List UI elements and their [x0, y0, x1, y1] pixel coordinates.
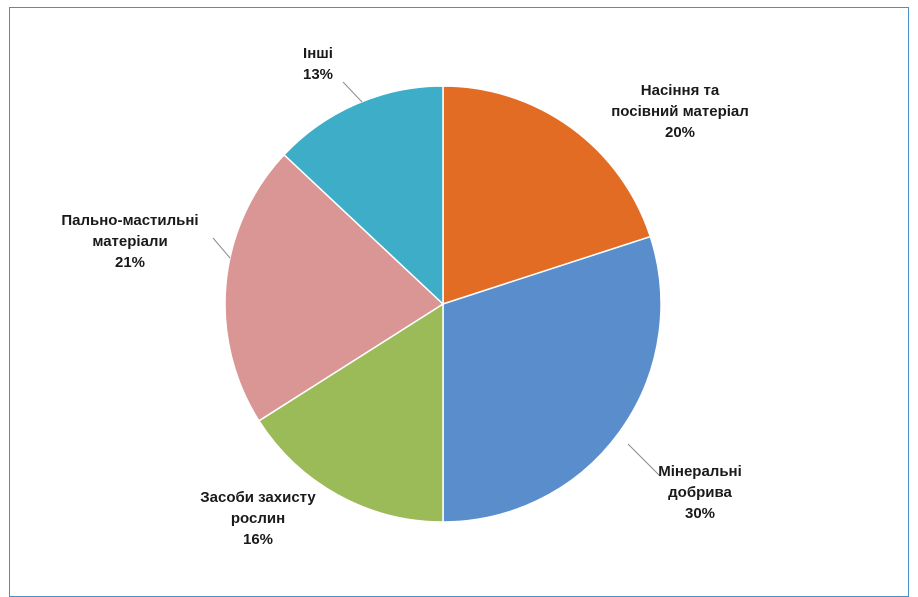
leader-lines: [212, 81, 661, 477]
pie-slices: [224, 85, 662, 523]
label-other: Інші 13%: [303, 45, 333, 83]
leader-line: [342, 81, 363, 103]
slice-fuel-lubricants: [224, 153, 445, 422]
slice-label-line: Інші: [303, 45, 333, 62]
slice-percent: 20%: [665, 124, 695, 141]
slice-mineral-fertilizers: [442, 235, 662, 523]
slice-percent: 16%: [243, 531, 273, 548]
slice-label-line: Насіння та: [641, 82, 720, 99]
slice-label-line: посівний матеріал: [611, 103, 749, 120]
slice-label-line: Засоби захисту: [200, 489, 316, 506]
slice-other: [283, 85, 444, 306]
slice-label-line: Мінеральні: [658, 463, 742, 480]
pie-chart: Насіння та посівний матеріал 20% Мінеральні…: [61, 45, 748, 548]
slice-percent: 21%: [115, 254, 145, 271]
slice-label-line: рослин: [231, 510, 285, 527]
slice-label-line: Пально-мастильні: [61, 212, 198, 229]
slice-labels: Насіння та посівний матеріал 20% Мінеральні…: [61, 45, 748, 548]
slice-seeds: [442, 85, 652, 306]
slice-percent: 30%: [685, 505, 715, 522]
label-plant-protection: Засоби захисту рослин 16%: [200, 489, 316, 548]
label-seeds: Насіння та посівний матеріал 20%: [611, 82, 749, 141]
label-mineral-fertilizers: Мінеральні добрива 30%: [658, 463, 742, 522]
leader-line: [627, 443, 661, 477]
leader-line: [212, 237, 231, 259]
slice-plant-protection: [257, 302, 444, 523]
slice-label-line: матеріали: [92, 233, 167, 250]
label-fuel-lubricants: Пально-мастильні матеріали 21%: [61, 212, 198, 271]
slice-label-line: добрива: [668, 484, 732, 501]
slice-percent: 13%: [303, 66, 333, 83]
